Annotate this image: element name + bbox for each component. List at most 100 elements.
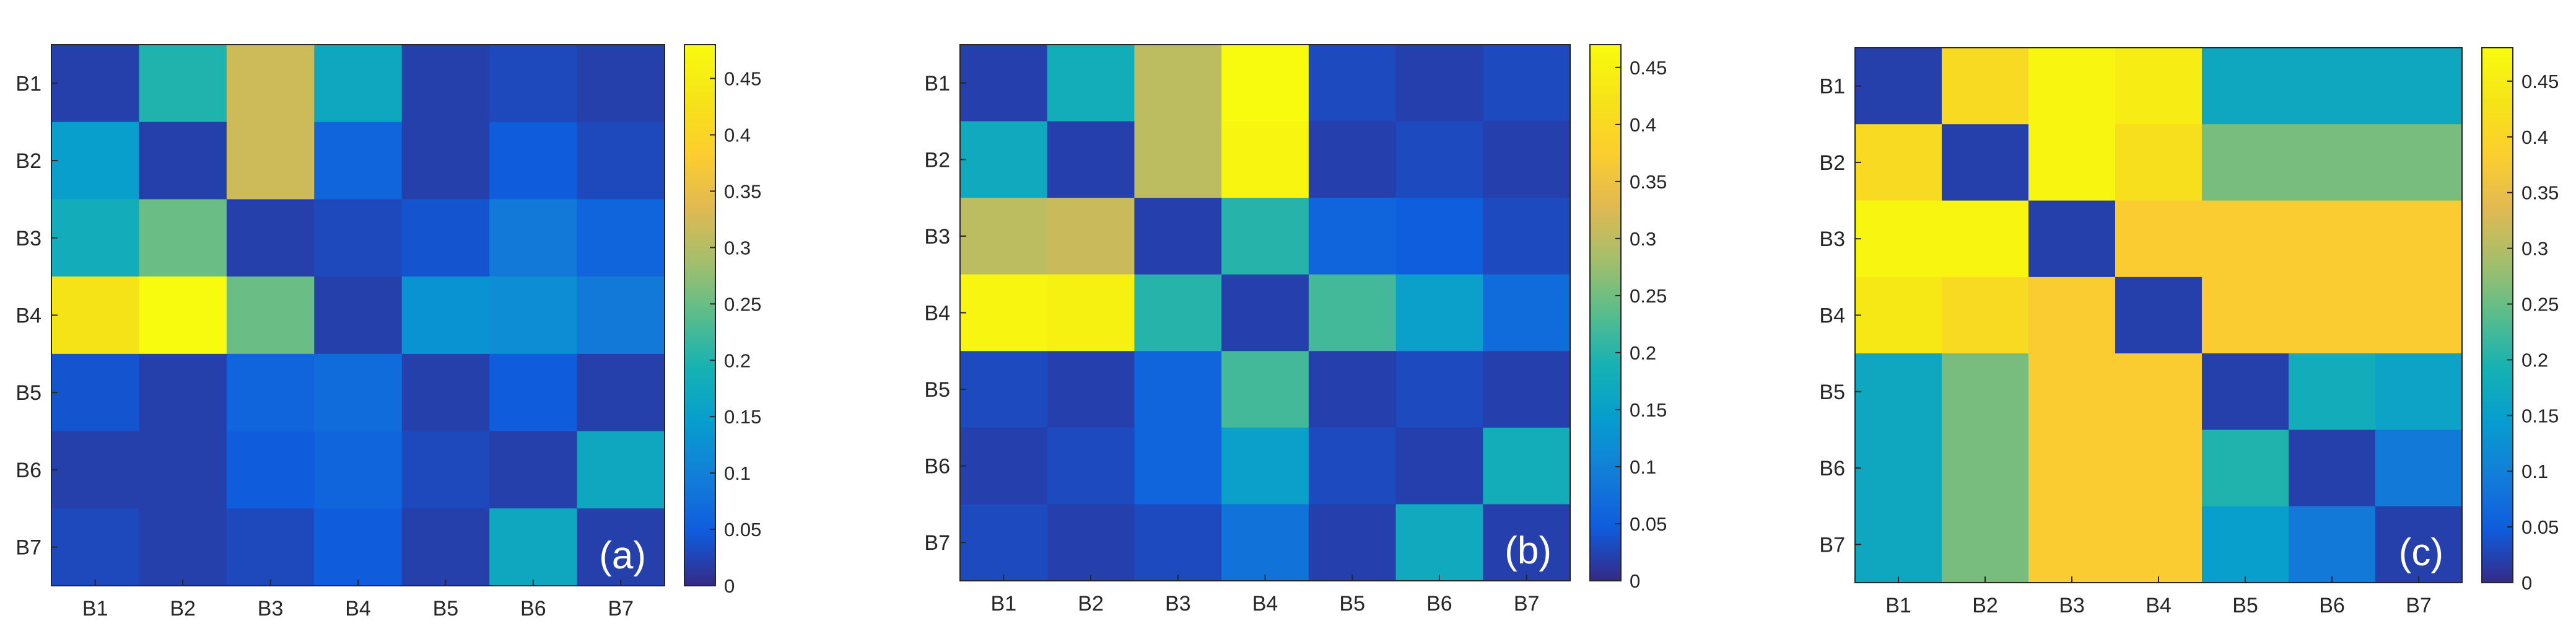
x-tick-label: B7: [1514, 592, 1540, 616]
heatmap-cell: [1047, 121, 1135, 198]
heatmap-cell: [1395, 45, 1483, 122]
heatmap-cell: [577, 353, 665, 432]
heatmap-cell: [1308, 274, 1397, 351]
x-tick-label: B4: [345, 597, 371, 620]
heatmap-cell: [1134, 504, 1222, 581]
heatmap-cell: [2375, 506, 2463, 583]
heatmap-cell: [1047, 198, 1135, 275]
colorbar-tick-label: 0.3: [2521, 238, 2548, 260]
heatmap-cell: [2289, 200, 2376, 278]
x-tick-label: B1: [82, 597, 108, 620]
heatmap-cell: [1483, 351, 1571, 428]
heatmap-cell: [1221, 121, 1309, 198]
heatmap-cell: [314, 431, 403, 509]
heatmap-cell: [1942, 124, 2029, 201]
heatmap-cell: [226, 121, 315, 200]
x-tick-label: B1: [1885, 594, 1911, 617]
colorbar-tick-label: 0.4: [1630, 114, 1656, 136]
heatmap-cell: [960, 198, 1048, 275]
heatmap-cell: [2028, 506, 2116, 583]
heatmap-cell: [1047, 504, 1135, 581]
heatmap-cell: [1942, 506, 2029, 583]
heatmap-cell: [2028, 200, 2116, 278]
colorbar-tick-label: 0: [2521, 572, 2532, 594]
x-tick-label: B5: [1339, 592, 1365, 616]
heatmap-cell: [1221, 198, 1309, 275]
heatmap-cell: [489, 431, 578, 509]
colorbar-tick-label: 0.15: [724, 406, 761, 428]
heatmap-cell: [139, 45, 227, 123]
heatmap-cell: [401, 199, 490, 277]
heatmap-cell: [139, 121, 227, 200]
heatmap-cell: [1483, 45, 1571, 122]
x-tick-label: B3: [258, 597, 284, 620]
heatmap-cell: [314, 353, 403, 432]
heatmap-cell: [51, 508, 140, 586]
colorbar: 0 0.05 0.1 0.15 0.2 0.25 0.3 0.35 0.4 0.45: [1589, 44, 1667, 592]
heatmap-cell: [2028, 48, 2116, 125]
x-tick-label: B6: [1426, 592, 1452, 616]
heatmap-cell: [314, 45, 403, 123]
heatmap-cell: [1395, 121, 1483, 198]
heatmap-cell: [2289, 124, 2376, 201]
heatmap-cell: [1221, 504, 1309, 581]
colorbar-tick-label: 0.35: [1630, 171, 1667, 193]
colorbar-tick-label: 0.25: [724, 293, 761, 315]
heatmap-cell: [2289, 48, 2376, 125]
heatmap-cell: [2202, 48, 2289, 125]
colorbar-tick-label: 0: [1630, 570, 1640, 592]
heatmap-cell: [1942, 48, 2029, 125]
heatmap-cell: [51, 431, 140, 509]
heatmap-cell: [960, 45, 1048, 122]
heatmap-cell: [2375, 276, 2463, 354]
colorbar-tick-label: 0.25: [1630, 285, 1667, 307]
heatmap-cell: [1855, 124, 1942, 201]
colorbar-tick-label: 0.4: [2521, 126, 2548, 148]
heatmap-cell: [960, 504, 1048, 581]
heatmap-cell: [2375, 48, 2463, 125]
colorbar-tick-label: 0.2: [724, 350, 751, 371]
heatmap-cell: [226, 353, 315, 432]
heatmap-cell: [577, 508, 665, 586]
heatmap-cell: [1855, 353, 1942, 431]
heatmap-cell: [1308, 121, 1397, 198]
colorbar-tick-label: 0.2: [1630, 342, 1656, 364]
heatmap-cell: [1308, 504, 1397, 581]
colorbar-tick-label: 0.05: [2521, 516, 2559, 538]
heatmap-cell: [1483, 121, 1571, 198]
heatmap-cell: [489, 353, 578, 432]
heatmap-cell: [401, 431, 490, 509]
heatmap-cell: [1483, 504, 1571, 581]
heatmap-cell: [577, 121, 665, 200]
y-tick-label: B6: [15, 459, 41, 482]
colorbar-tick-label: 0.05: [1630, 513, 1667, 535]
heatmap-cell: [1047, 274, 1135, 351]
heatmap-cell: [226, 276, 315, 355]
heatmap-cell: [577, 431, 665, 509]
heatmap-cell: [51, 199, 140, 277]
colorbar-tick-label: 0.35: [2521, 182, 2559, 204]
heatmap-cell: [1395, 274, 1483, 351]
heatmap-cell: [1308, 198, 1397, 275]
heatmap-cell: [1308, 351, 1397, 428]
heatmap-cell: [2289, 506, 2376, 583]
heatmap-cell: [226, 508, 315, 586]
heatmap-cell: [1395, 427, 1483, 505]
y-tick-label: B4: [15, 304, 41, 328]
colorbar-tick-label: 0.1: [2521, 461, 2548, 482]
y-tick-label: B5: [15, 381, 41, 405]
heatmap-cell: [139, 276, 227, 355]
heatmap-cell: [1047, 427, 1135, 505]
heatmap-cell: [2375, 353, 2463, 431]
colorbar-gradient: [1589, 44, 1622, 581]
y-tick-label: B6: [1819, 457, 1845, 480]
heatmap-cell: [139, 199, 227, 277]
heatmap-cell: [2202, 124, 2289, 201]
heatmap-cell: [314, 121, 403, 200]
heatmap-cell: [1483, 427, 1571, 505]
heatmap-cell: [51, 121, 140, 200]
heatmap-cell: [2028, 353, 2116, 431]
